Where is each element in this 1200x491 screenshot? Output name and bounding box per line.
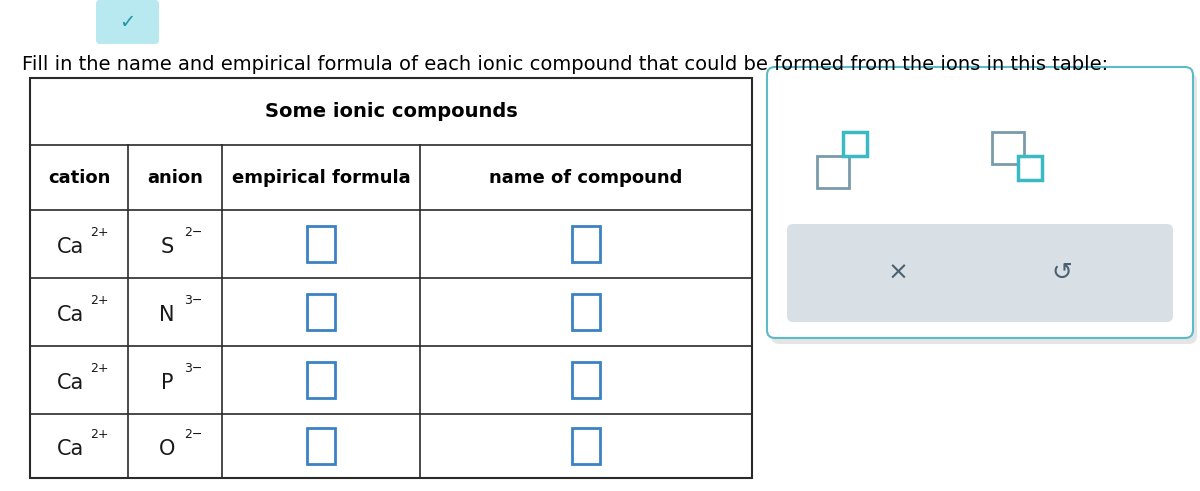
Bar xyxy=(307,428,335,464)
Text: 2+: 2+ xyxy=(90,361,108,375)
Text: ✓: ✓ xyxy=(119,12,136,31)
Text: anion: anion xyxy=(148,168,203,187)
Text: empirical formula: empirical formula xyxy=(232,168,410,187)
Text: ×: × xyxy=(887,261,908,285)
Text: Fill in the name and empirical formula of each ionic compound that could be form: Fill in the name and empirical formula o… xyxy=(22,55,1108,74)
Bar xyxy=(842,132,866,156)
Bar xyxy=(1018,156,1042,180)
Bar xyxy=(30,78,752,478)
Text: Ca: Ca xyxy=(58,373,85,393)
FancyBboxPatch shape xyxy=(772,73,1198,344)
Bar xyxy=(572,226,600,262)
Bar xyxy=(817,156,850,188)
FancyBboxPatch shape xyxy=(787,224,1174,322)
Text: O: O xyxy=(158,439,175,459)
Text: Ca: Ca xyxy=(58,237,85,257)
Bar xyxy=(307,226,335,262)
Text: Ca: Ca xyxy=(58,305,85,325)
FancyBboxPatch shape xyxy=(767,67,1193,338)
FancyBboxPatch shape xyxy=(96,0,158,44)
Text: 3−: 3− xyxy=(184,294,202,306)
Text: S: S xyxy=(161,237,174,257)
Text: ↺: ↺ xyxy=(1051,261,1073,285)
Text: Some ionic compounds: Some ionic compounds xyxy=(265,102,517,121)
Text: 3−: 3− xyxy=(184,361,202,375)
Text: 2+: 2+ xyxy=(90,428,108,440)
Bar xyxy=(992,132,1024,164)
Text: cation: cation xyxy=(48,168,110,187)
Bar xyxy=(572,362,600,398)
Text: P: P xyxy=(161,373,173,393)
Text: N: N xyxy=(160,305,175,325)
Text: Ca: Ca xyxy=(58,439,85,459)
Bar xyxy=(572,294,600,330)
Text: 2−: 2− xyxy=(184,225,202,239)
Text: name of compound: name of compound xyxy=(490,168,683,187)
Bar xyxy=(572,428,600,464)
Text: 2+: 2+ xyxy=(90,225,108,239)
Bar xyxy=(307,362,335,398)
Text: 2−: 2− xyxy=(184,428,202,440)
Bar xyxy=(307,294,335,330)
Text: 2+: 2+ xyxy=(90,294,108,306)
